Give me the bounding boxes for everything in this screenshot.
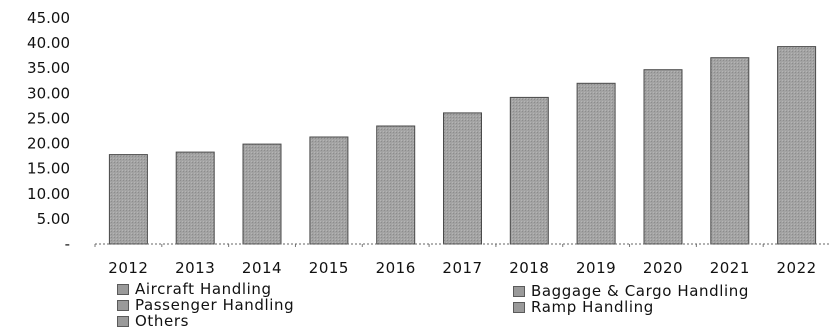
x-tick-label: 2014 [242,259,282,277]
bar-2016 [376,125,416,245]
x-tick-label: 2016 [376,259,416,277]
bar-2014 [242,143,282,245]
y-tick-label: 40.00 [27,34,70,52]
y-tick-label: 30.00 [27,84,70,102]
bar-2019 [576,82,616,245]
y-tick-label: 25.00 [27,109,70,127]
y-tick-label: - [65,235,70,253]
bar-2017 [443,112,482,245]
y-tick-label: 10.00 [27,185,70,203]
x-tick-label: 2020 [643,259,683,277]
bar-2012 [108,154,148,245]
y-tick-label: 45.00 [27,9,70,27]
y-axis: - 5.00 10.00 15.00 20.00 25.00 30.00 35.00 40.00… [27,9,70,253]
bar-2015 [309,136,349,245]
x-tick-label: 2019 [576,259,616,277]
x-tick-label: 2013 [175,259,215,277]
x-tick-label: 2015 [309,259,349,277]
bar-2018 [509,96,549,245]
bar-2020 [643,69,683,245]
x-tick-label: 2018 [509,259,549,277]
y-tick-label: 20.00 [27,135,70,153]
x-tick-label: 2012 [108,259,148,277]
bar-2022 [777,46,817,245]
x-tick-label: 2017 [442,259,482,277]
x-tick-label: 2021 [710,259,750,277]
x-axis-labels: 2012 2013 2014 2015 2016 2017 2018 2019 2020 2021… [108,259,816,277]
bar-2013 [175,151,215,245]
x-tick-label: 2022 [777,259,817,277]
y-tick-label: 15.00 [27,160,70,178]
y-tick-label: 5.00 [37,210,70,228]
y-tick-label: 35.00 [27,59,70,77]
bar-2021 [710,57,750,245]
bars [94,46,817,247]
